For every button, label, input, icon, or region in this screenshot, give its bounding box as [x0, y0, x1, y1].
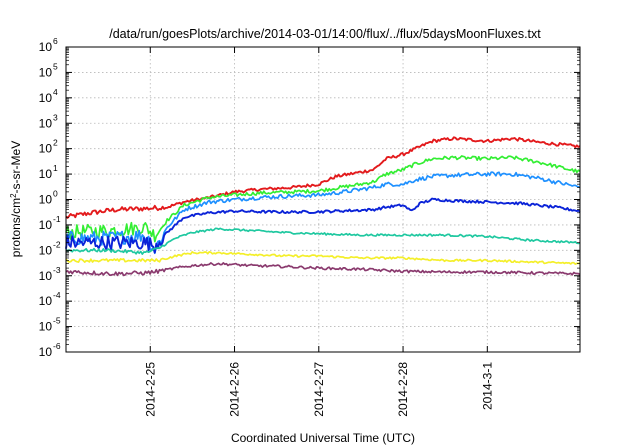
- x-tick-label: 2014-2-27: [312, 362, 326, 417]
- y-axis: 10 -610 -510 -410 -310 -210 -110 010 110 210 310 41…: [39, 36, 580, 359]
- plot-series: [65, 136, 581, 277]
- y-axis-label: protons/cm2-s-sr-MeV: [9, 141, 24, 257]
- series-line: [65, 250, 581, 265]
- x-tick-label: 2014-3-1: [480, 362, 494, 410]
- series-line: [65, 227, 581, 255]
- series-line: [65, 171, 581, 255]
- y-tick-label: 10: [39, 243, 53, 257]
- y-tick-exponent: 2: [53, 138, 58, 148]
- series-line: [65, 136, 581, 219]
- y-tick-label: 10: [39, 345, 53, 359]
- y-tick-exponent: 0: [53, 189, 58, 199]
- x-tick-label: 2014-2-25: [143, 362, 157, 417]
- series-line: [65, 155, 581, 243]
- y-tick-exponent: 6: [53, 36, 58, 46]
- series-line: [65, 197, 581, 254]
- y-tick-label: 10: [39, 320, 53, 334]
- y-tick-exponent: 4: [53, 87, 58, 97]
- y-tick-label: 10: [39, 116, 53, 130]
- gridlines: [66, 47, 580, 352]
- x-axis: 2014-2-25 2014-2-26 2014-2-27 2014-2-28 2014…: [143, 47, 494, 417]
- y-tick-exponent: 3: [53, 112, 58, 122]
- y-tick-label: 10: [39, 218, 53, 232]
- x-tick-label: 2014-2-26: [228, 362, 242, 417]
- y-tick-label: 10: [39, 269, 53, 283]
- y-tick-exponent: -4: [53, 290, 61, 300]
- y-tick-label: 10: [39, 65, 53, 79]
- y-tick-exponent: -5: [53, 316, 61, 326]
- series-line: [65, 262, 581, 277]
- y-tick-exponent: -1: [53, 214, 61, 224]
- y-tick-exponent: -2: [53, 239, 61, 249]
- y-tick-label: 10: [39, 40, 53, 54]
- y-tick-exponent: -3: [53, 265, 61, 275]
- y-tick-label: 10: [39, 142, 53, 156]
- x-axis-label: Coordinated Universal Time (UTC): [231, 431, 415, 445]
- y-tick-exponent: -6: [53, 341, 61, 351]
- y-tick-label: 10: [39, 167, 53, 181]
- x-tick-label: 2014-2-28: [396, 362, 410, 417]
- chart-title: /data/run/goesPlots/archive/2014-03-01/1…: [109, 27, 541, 41]
- y-tick-label: 10: [39, 91, 53, 105]
- y-tick-exponent: 5: [53, 61, 58, 71]
- y-tick-exponent: 1: [53, 163, 58, 173]
- y-tick-label: 10: [39, 193, 53, 207]
- y-tick-label: 10: [39, 294, 53, 308]
